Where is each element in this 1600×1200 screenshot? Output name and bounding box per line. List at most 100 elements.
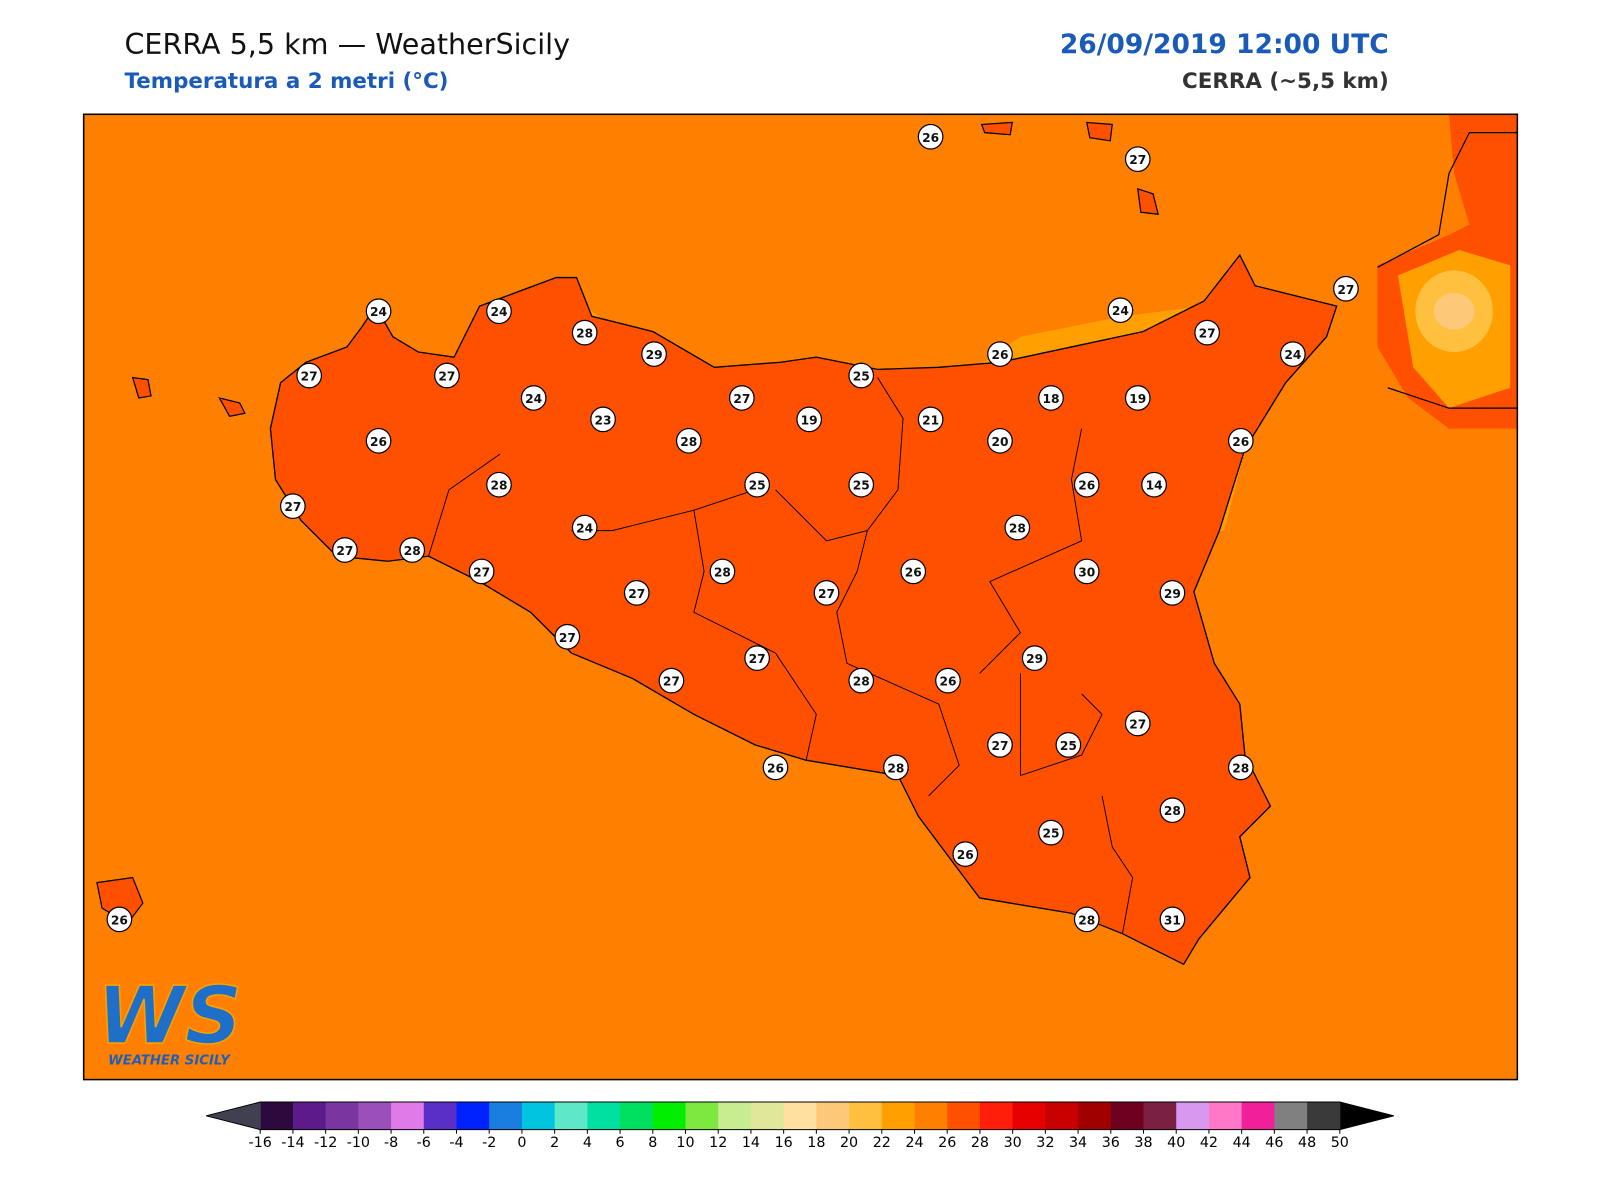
station-marker — [675, 427, 702, 454]
colorbar-bin — [849, 1102, 883, 1130]
station-value: 24 — [370, 305, 387, 319]
station: 27 — [1124, 710, 1151, 737]
colorbar-under — [206, 1102, 261, 1130]
station: 24 — [1107, 297, 1134, 324]
station-value: 26 — [370, 435, 387, 449]
station-value: 26 — [939, 675, 956, 689]
station-value: 14 — [1146, 479, 1163, 493]
station-value: 27 — [733, 392, 750, 406]
station-value: 19 — [801, 413, 818, 427]
station-value: 26 — [922, 131, 939, 145]
colorbar-bin — [587, 1102, 621, 1130]
station-value: 28 — [714, 565, 731, 579]
station-marker — [1124, 710, 1151, 737]
colorbar-tick-label: 26 — [938, 1135, 956, 1151]
station: 27 — [1124, 146, 1151, 173]
station: 28 — [1073, 906, 1100, 933]
station-value: 27 — [1337, 283, 1354, 297]
station: 26 — [935, 667, 961, 694]
colorbar-tick-label: -12 — [314, 1135, 337, 1151]
colorbar: -16 -14 -12 -10 -8 -6 -4 -2 0 2 4 6 8 10 12 14 16 18 20 22 2… — [205, 1101, 1395, 1151]
station: 28 — [399, 537, 426, 563]
station-marker — [987, 732, 1013, 758]
province-border — [428, 377, 1134, 934]
station-marker — [709, 558, 736, 585]
station-value: 27 — [1199, 327, 1216, 341]
station-value: 26 — [905, 565, 922, 579]
colorbar-bin — [554, 1102, 588, 1130]
station-marker — [796, 406, 823, 433]
station: 26 — [900, 558, 927, 585]
station-marker — [623, 580, 650, 606]
colorbar-tick-label: -6 — [417, 1135, 431, 1151]
station: 27 — [280, 493, 306, 519]
station-marker — [848, 471, 875, 498]
colorbar-bin — [816, 1102, 850, 1130]
station-value: 25 — [853, 370, 870, 384]
colorbar-tick-label: 24 — [905, 1135, 923, 1151]
station-marker — [399, 537, 426, 563]
station-marker — [848, 667, 875, 694]
colorbar-tick-label: 46 — [1265, 1135, 1283, 1151]
colorbar-tick-label: -4 — [449, 1135, 463, 1151]
station-value: 27 — [1129, 717, 1146, 731]
station-marker — [1333, 275, 1359, 302]
station-marker — [1124, 385, 1151, 411]
station: 28 — [883, 754, 909, 781]
station-value: 28 — [853, 675, 870, 689]
station-value: 31 — [1164, 913, 1181, 927]
station-marker — [917, 123, 944, 150]
colorbar-tick-label: 28 — [971, 1135, 989, 1151]
station-marker — [520, 385, 547, 411]
station-value: 27 — [473, 565, 490, 579]
station-marker — [280, 493, 306, 519]
station-value: 26 — [991, 348, 1008, 362]
station: 30 — [1073, 558, 1100, 585]
station: 19 — [796, 406, 823, 433]
station: 26 — [1227, 427, 1254, 454]
station-value: 24 — [1112, 304, 1129, 318]
datetime: 26/09/2019 12:00 UTC — [1060, 29, 1389, 60]
station: 26 — [987, 341, 1013, 367]
station-value: 26 — [111, 913, 128, 927]
station-value: 29 — [646, 348, 663, 362]
colorbar-tick-label: 2 — [550, 1135, 559, 1151]
station-marker — [641, 341, 667, 367]
colorbar-tick-label: 18 — [807, 1135, 825, 1151]
colorbar-tick-label: 48 — [1298, 1135, 1316, 1151]
logo-name: WEATHER SICILY — [108, 1053, 231, 1068]
station-marker — [952, 841, 979, 867]
station: 26 — [952, 841, 979, 867]
station: 27 — [658, 667, 685, 694]
colorbar-bin — [1045, 1102, 1079, 1130]
station: 24 — [1280, 341, 1306, 367]
station-marker — [1073, 558, 1100, 585]
station: 27 — [728, 385, 755, 411]
colorbar-tick-label: 44 — [1233, 1135, 1251, 1151]
colorbar-bin — [1241, 1102, 1275, 1130]
colorbar-bin — [456, 1102, 490, 1130]
logo: WS WEATHER SICILY — [96, 968, 243, 1068]
station: 27 — [1194, 319, 1220, 346]
station-marker — [987, 427, 1013, 454]
station-marker — [1124, 146, 1151, 173]
station-value: 28 — [490, 479, 507, 493]
colorbar-bin — [750, 1102, 785, 1130]
model-label: CERRA (~5,5 km) — [1182, 69, 1389, 94]
station: 24 — [520, 385, 547, 411]
island — [96, 121, 1159, 925]
colorbar-bin — [521, 1102, 556, 1130]
colorbar-bin — [914, 1102, 948, 1130]
station: 28 — [848, 667, 875, 694]
station-marker — [332, 537, 358, 563]
station: 28 — [709, 558, 736, 585]
station-marker — [1141, 471, 1167, 498]
colorbar-bin — [685, 1102, 719, 1130]
map-frame — [82, 113, 1519, 1081]
station: 27 — [296, 362, 323, 389]
station: 27 — [987, 732, 1013, 758]
station-value: 26 — [1232, 435, 1249, 449]
colorbar-tick-label: 36 — [1102, 1135, 1120, 1151]
station-value: 27 — [749, 652, 766, 666]
station: 24 — [486, 298, 512, 325]
